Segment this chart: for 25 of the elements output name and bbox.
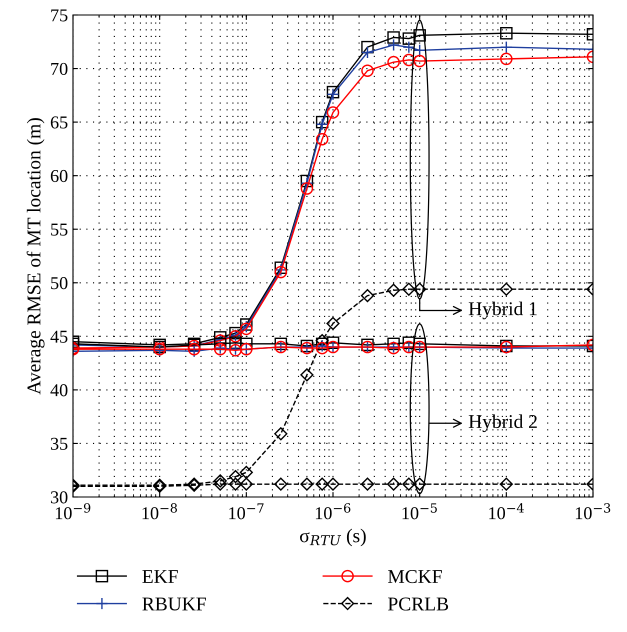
annotation: Hybrid 1: [468, 302, 537, 320]
y-tick-label: 55: [51, 224, 68, 236]
y-tick-label: 35: [50, 438, 68, 450]
y-tick-label: 40: [50, 384, 68, 396]
x-tick-label: 10$^{−6}$: [316, 503, 350, 520]
legend-label: MCKF: [388, 570, 442, 584]
x-tick-label: 10$^{−9}$: [56, 503, 90, 520]
y-tick-label: 70: [51, 62, 68, 75]
x-tick-label: 10$^{−3}$: [576, 503, 610, 520]
x-tick-label: 10$^{−4}$: [489, 503, 524, 520]
x-axis-title: σ$_{RTU}$ (s): [300, 528, 366, 546]
legend-label: PCRLB: [388, 597, 448, 611]
x-tick-label: 10$^{−5}$: [402, 503, 437, 520]
y-tick-label: 30: [50, 491, 68, 504]
x-tick-label: 10$^{−7}$: [229, 503, 264, 520]
y-tick-label: 75: [51, 9, 68, 22]
y-tick-label: 65: [50, 116, 68, 129]
y-tick-label: 45: [50, 330, 68, 343]
annotation: Hybrid 2: [468, 414, 537, 432]
legend-label: EKF: [142, 570, 178, 583]
legend-label: RBUKF: [142, 598, 206, 611]
y-axis-title: Average RMSE of MT location (m): [26, 118, 45, 395]
x-tick-label: 10$^{−8}$: [142, 503, 177, 520]
y-tick-label: 60: [50, 170, 68, 182]
y-tick-label: 50: [51, 277, 68, 290]
